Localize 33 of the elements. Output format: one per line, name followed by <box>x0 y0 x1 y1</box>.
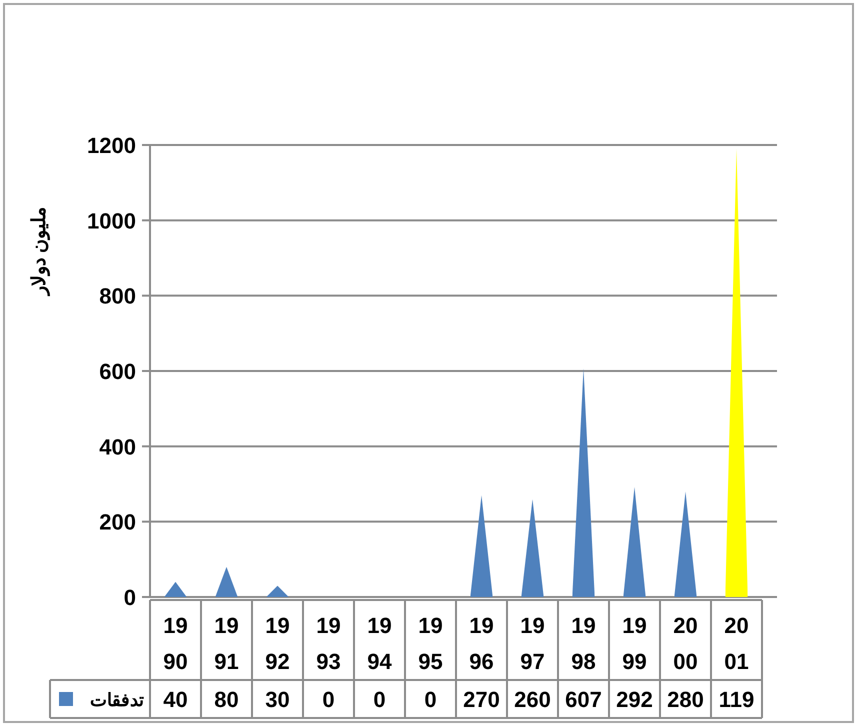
data-label: 292 <box>616 687 653 712</box>
x-tick-label: 1992 <box>265 613 290 674</box>
data-label: 0 <box>322 687 335 712</box>
x-tick-label: 2001 <box>724 613 749 674</box>
data-label: 30 <box>265 687 290 712</box>
text: 119 <box>718 687 754 712</box>
y-tick-label: 200 <box>99 510 136 535</box>
x-tick-label: 1995 <box>418 613 443 674</box>
data-label: 270 <box>463 687 500 712</box>
data-label: 80 <box>214 687 239 712</box>
y-tick-label: 400 <box>99 434 136 460</box>
x-tick-label: 2000 <box>673 613 698 674</box>
data-label: 0 <box>424 687 437 712</box>
y-tick-label: 800 <box>99 284 136 309</box>
x-tick-label: 1990 <box>163 613 188 674</box>
data-label: 40 <box>163 687 188 712</box>
y-tick-label: 600 <box>99 359 136 384</box>
x-tick-label: 1999 <box>622 613 647 674</box>
y-axis-title: مليون دولار <box>29 206 50 298</box>
x-tick-label: 1998 <box>571 613 596 674</box>
y-tick-label: 1000 <box>87 208 136 234</box>
y-tick-label: 0 <box>124 585 136 610</box>
y-tick-label: 1200 <box>87 133 136 158</box>
x-tick-label: 1991 <box>214 613 239 674</box>
data-label: 607 <box>565 687 602 712</box>
legend-label: تدفقات <box>90 690 144 710</box>
data-label: 0 <box>373 687 386 712</box>
x-tick-label: 1994 <box>367 613 392 674</box>
data-label: 280 <box>667 687 704 712</box>
x-tick-label: 1993 <box>316 613 341 674</box>
x-tick-label: 1996 <box>469 613 494 674</box>
x-tick-label: 1997 <box>520 613 545 674</box>
data-label: 260 <box>514 687 551 712</box>
